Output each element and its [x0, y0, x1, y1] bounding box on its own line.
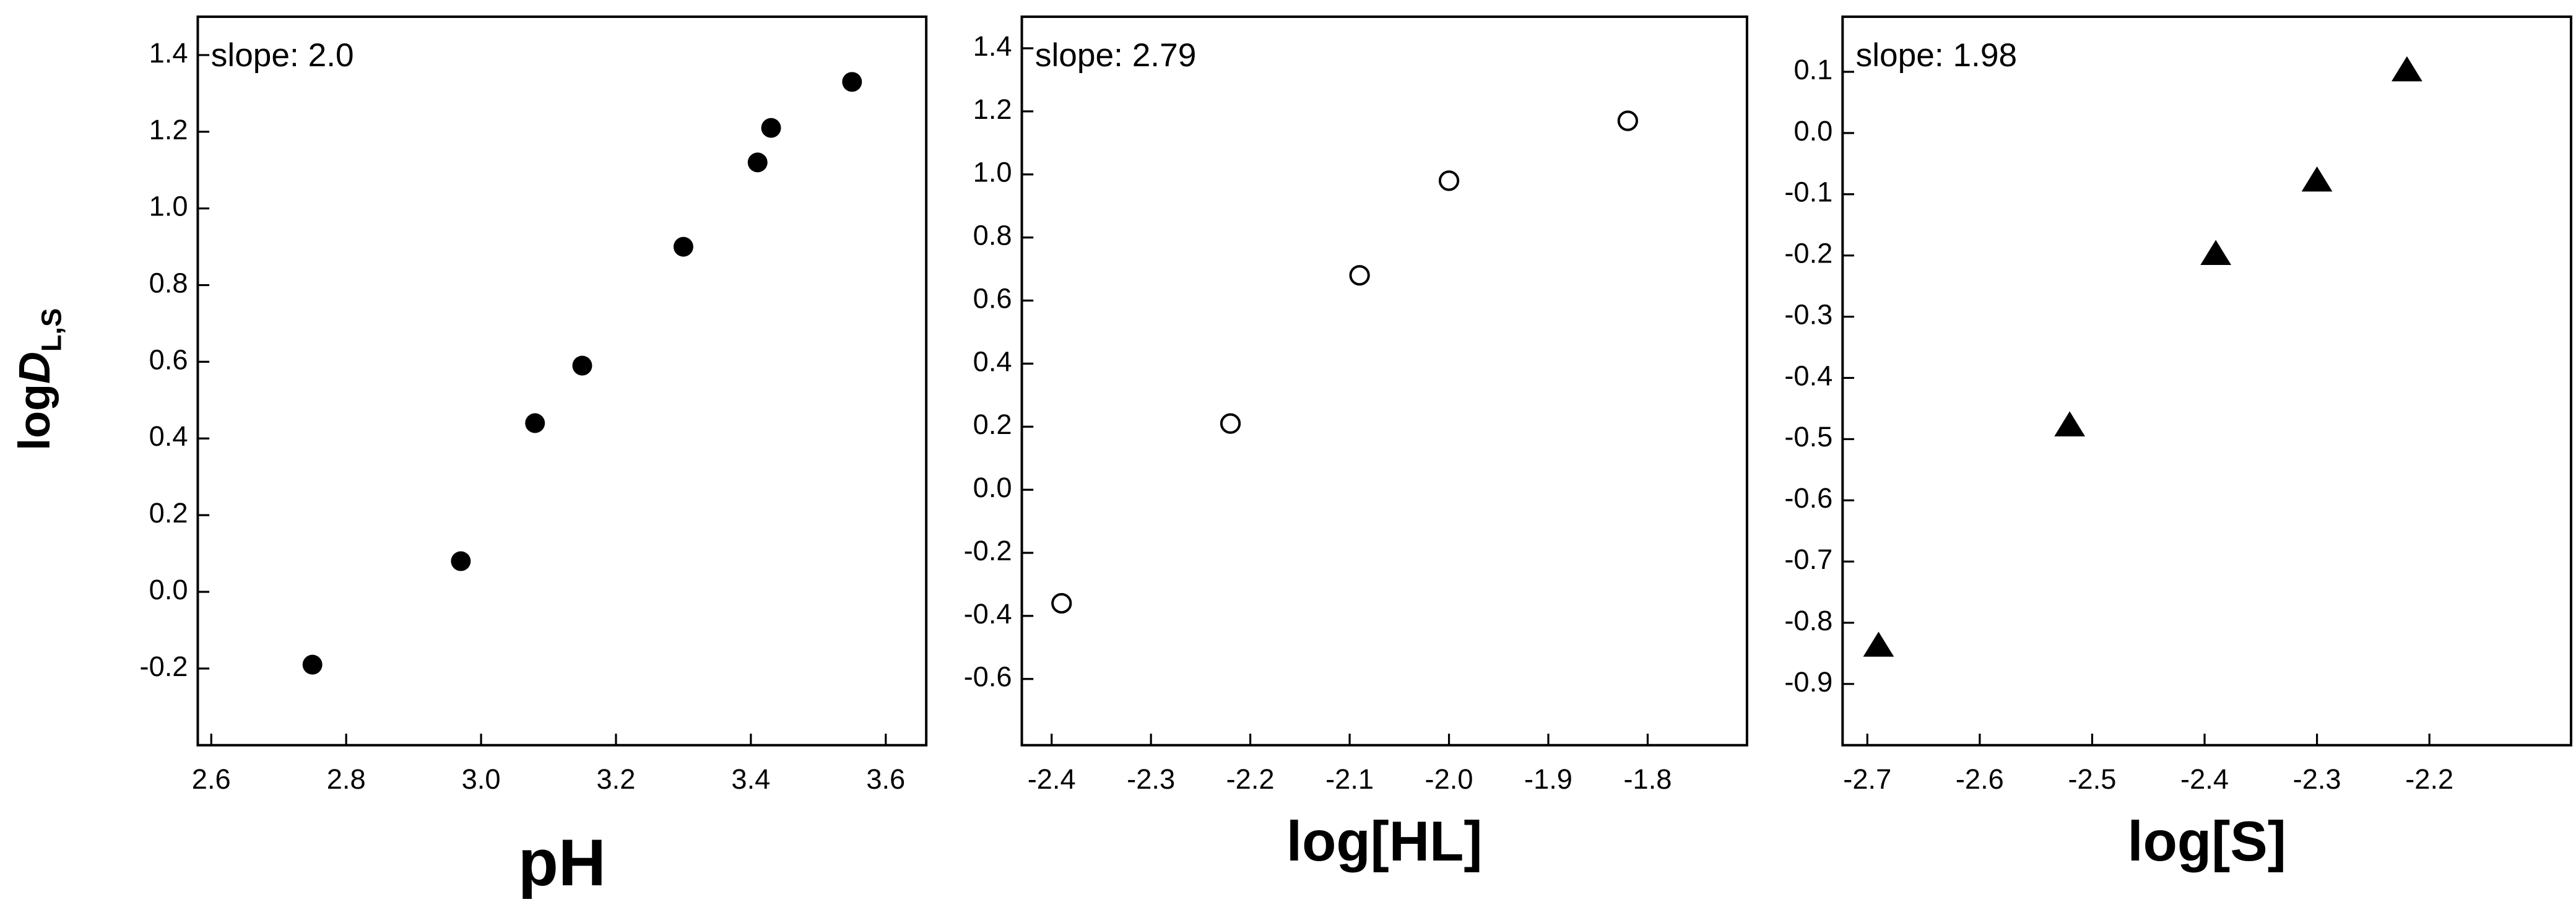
y-tick-label: 0.0	[973, 472, 1012, 503]
y-tick-label: 0.4	[973, 345, 1012, 377]
point	[673, 236, 693, 257]
x-tick-label: -2.6	[1956, 763, 2004, 795]
y-tick-label: 0.4	[149, 420, 188, 452]
y-tick-label: 1.4	[149, 37, 188, 69]
y-label-log: log	[10, 384, 59, 451]
y-tick-label: -0.6	[1784, 482, 1832, 514]
x-axis-label: log[HL]	[1286, 810, 1483, 873]
x-tick-label: -2.2	[2405, 763, 2453, 795]
y-tick-label: 0.1	[1793, 54, 1832, 85]
y-tick-label: 0.2	[973, 409, 1012, 440]
y-tick-label: -0.9	[1784, 666, 1832, 698]
y-tick-label: 0.6	[973, 282, 1012, 314]
x-tick-label: 2.8	[327, 763, 366, 795]
point	[2392, 56, 2422, 82]
y-tick-label: 1.2	[973, 93, 1012, 125]
annotation: slope: 1.98	[1856, 37, 2017, 74]
y-tick-label: 1.2	[149, 114, 188, 145]
x-axis-label: pH	[518, 826, 606, 900]
point	[2301, 166, 2333, 192]
point	[1051, 592, 1072, 614]
y-tick-label: -0.2	[964, 535, 1012, 566]
x-tick-label: -2.0	[1425, 763, 1473, 795]
point	[451, 551, 471, 571]
x-axis-label: log[S]	[2127, 810, 2286, 873]
point	[1617, 110, 1639, 131]
point	[2200, 240, 2232, 265]
y-tick-label: 1.4	[973, 30, 1012, 62]
y-tick-label: 0.0	[149, 574, 188, 605]
point	[2054, 411, 2085, 436]
point	[1349, 265, 1370, 286]
y-tick-label: 1.0	[973, 157, 1012, 188]
y-tick-label: -0.2	[140, 651, 188, 682]
point	[525, 413, 545, 433]
x-tick-label: -2.4	[2180, 763, 2229, 795]
plot-frame	[1020, 15, 1748, 747]
y-axis-label: logDL,S	[10, 308, 67, 451]
x-tick-label: -2.4	[1028, 763, 1076, 795]
y-tick-label: -0.7	[1784, 544, 1832, 575]
point	[1438, 170, 1460, 191]
point	[747, 152, 768, 173]
y-tick-label: -0.6	[964, 661, 1012, 693]
y-tick-label: 0.6	[149, 344, 188, 375]
point	[1863, 631, 1894, 657]
point	[761, 118, 781, 138]
point	[302, 654, 323, 675]
x-tick-label: -2.1	[1325, 763, 1374, 795]
y-tick-label: -0.1	[1784, 176, 1832, 208]
y-tick-label: 0.0	[1793, 115, 1832, 147]
point	[1220, 413, 1241, 434]
y-tick-label: -0.3	[1784, 298, 1832, 330]
x-tick-label: -1.8	[1623, 763, 1672, 795]
x-tick-label: -2.7	[1843, 763, 1891, 795]
y-tick-label: 0.8	[973, 220, 1012, 251]
x-tick-label: 3.4	[731, 763, 770, 795]
y-tick-label: -0.8	[1784, 605, 1832, 636]
x-tick-label: 3.0	[462, 763, 501, 795]
x-tick-label: 3.2	[597, 763, 636, 795]
plot-frame	[1841, 15, 2573, 747]
y-tick-label: 0.2	[149, 497, 188, 529]
y-tick-label: -0.2	[1784, 238, 1832, 269]
x-tick-label: -2.2	[1226, 763, 1275, 795]
annotation: slope: 2.79	[1035, 37, 1196, 74]
y-tick-label: 0.8	[149, 267, 188, 298]
y-tick-label: -0.4	[964, 598, 1012, 630]
point	[842, 72, 862, 92]
x-tick-label: -2.3	[1127, 763, 1175, 795]
x-tick-label: -2.3	[2293, 763, 2341, 795]
x-tick-label: 2.6	[192, 763, 231, 795]
plot-frame	[196, 15, 928, 747]
y-label-d: D	[10, 352, 59, 384]
y-label-sub: L,S	[36, 308, 67, 352]
x-tick-label: 3.6	[866, 763, 905, 795]
y-tick-label: -0.5	[1784, 421, 1832, 453]
y-tick-label: -0.4	[1784, 360, 1832, 391]
point	[572, 355, 592, 376]
x-tick-label: -2.5	[2068, 763, 2116, 795]
annotation: slope: 2.0	[211, 37, 354, 74]
x-tick-label: -1.9	[1524, 763, 1572, 795]
y-tick-label: 1.0	[149, 191, 188, 222]
